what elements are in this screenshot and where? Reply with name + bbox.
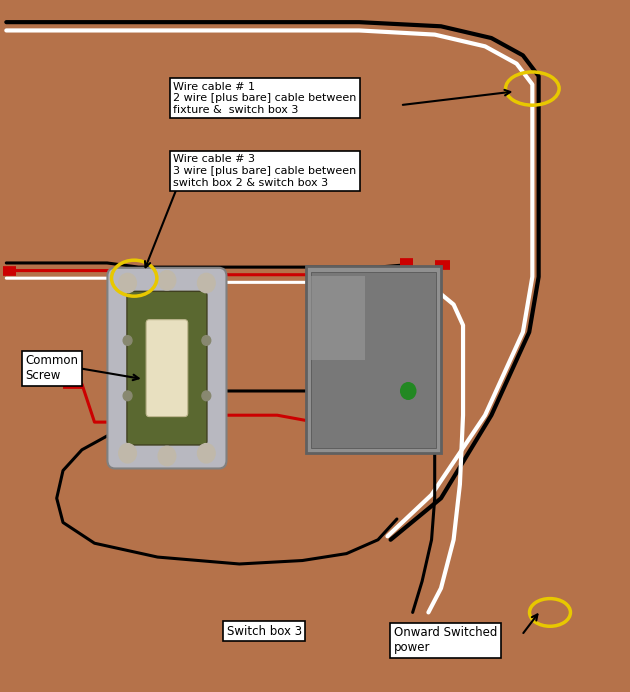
FancyBboxPatch shape bbox=[311, 276, 365, 360]
FancyBboxPatch shape bbox=[306, 266, 441, 453]
FancyBboxPatch shape bbox=[311, 272, 436, 448]
Circle shape bbox=[401, 383, 416, 399]
Circle shape bbox=[202, 336, 210, 345]
FancyBboxPatch shape bbox=[127, 291, 207, 445]
Text: Onward Switched
power: Onward Switched power bbox=[394, 626, 497, 654]
FancyBboxPatch shape bbox=[107, 268, 227, 468]
Circle shape bbox=[123, 391, 132, 401]
Circle shape bbox=[158, 271, 176, 290]
Circle shape bbox=[118, 273, 137, 293]
Circle shape bbox=[198, 444, 215, 463]
Circle shape bbox=[118, 444, 137, 463]
FancyBboxPatch shape bbox=[146, 320, 188, 417]
Circle shape bbox=[202, 391, 210, 401]
Text: Wire cable # 1
2 wire [plus bare] cable between
fixture &  switch box 3: Wire cable # 1 2 wire [plus bare] cable … bbox=[173, 82, 357, 115]
Text: Common
Screw: Common Screw bbox=[25, 354, 78, 382]
Circle shape bbox=[158, 446, 176, 466]
Text: Wire cable # 3
3 wire [plus bare] cable between
switch box 2 & switch box 3: Wire cable # 3 3 wire [plus bare] cable … bbox=[173, 154, 357, 188]
Text: Switch box 3: Switch box 3 bbox=[227, 625, 302, 637]
Circle shape bbox=[123, 336, 132, 345]
Circle shape bbox=[198, 273, 215, 293]
